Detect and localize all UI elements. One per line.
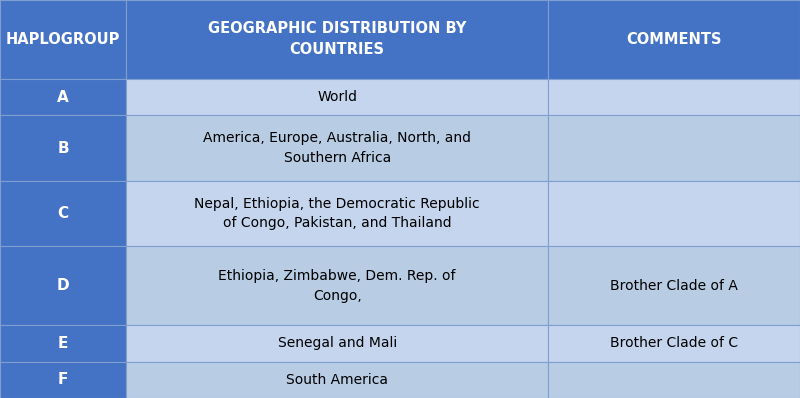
Text: South America: South America <box>286 373 388 387</box>
Text: COMMENTS: COMMENTS <box>626 32 722 47</box>
Text: Brother Clade of A: Brother Clade of A <box>610 279 738 293</box>
Text: A: A <box>58 90 69 105</box>
FancyBboxPatch shape <box>548 79 800 115</box>
FancyBboxPatch shape <box>0 181 126 246</box>
FancyBboxPatch shape <box>0 325 126 362</box>
Text: HAPLOGROUP: HAPLOGROUP <box>6 32 120 47</box>
FancyBboxPatch shape <box>126 0 548 79</box>
FancyBboxPatch shape <box>126 246 548 325</box>
Text: B: B <box>58 140 69 156</box>
FancyBboxPatch shape <box>548 115 800 181</box>
FancyBboxPatch shape <box>0 246 126 325</box>
FancyBboxPatch shape <box>548 362 800 398</box>
Text: E: E <box>58 336 68 351</box>
Text: America, Europe, Australia, North, and
Southern Africa: America, Europe, Australia, North, and S… <box>203 131 471 165</box>
Text: Nepal, Ethiopia, the Democratic Republic
of Congo, Pakistan, and Thailand: Nepal, Ethiopia, the Democratic Republic… <box>194 197 480 230</box>
FancyBboxPatch shape <box>548 181 800 246</box>
FancyBboxPatch shape <box>0 115 126 181</box>
FancyBboxPatch shape <box>126 181 548 246</box>
Text: C: C <box>58 206 69 221</box>
Text: GEOGRAPHIC DISTRIBUTION BY
COUNTRIES: GEOGRAPHIC DISTRIBUTION BY COUNTRIES <box>208 21 466 57</box>
Text: World: World <box>317 90 357 104</box>
FancyBboxPatch shape <box>548 246 800 325</box>
FancyBboxPatch shape <box>548 325 800 362</box>
Text: D: D <box>57 278 70 293</box>
Text: Ethiopia, Zimbabwe, Dem. Rep. of
Congo,: Ethiopia, Zimbabwe, Dem. Rep. of Congo, <box>218 269 456 302</box>
FancyBboxPatch shape <box>126 362 548 398</box>
FancyBboxPatch shape <box>548 0 800 79</box>
FancyBboxPatch shape <box>0 362 126 398</box>
FancyBboxPatch shape <box>0 0 126 79</box>
Text: Senegal and Mali: Senegal and Mali <box>278 336 397 351</box>
FancyBboxPatch shape <box>0 79 126 115</box>
Text: F: F <box>58 372 68 387</box>
FancyBboxPatch shape <box>126 79 548 115</box>
FancyBboxPatch shape <box>126 115 548 181</box>
Text: Brother Clade of C: Brother Clade of C <box>610 336 738 351</box>
FancyBboxPatch shape <box>126 325 548 362</box>
